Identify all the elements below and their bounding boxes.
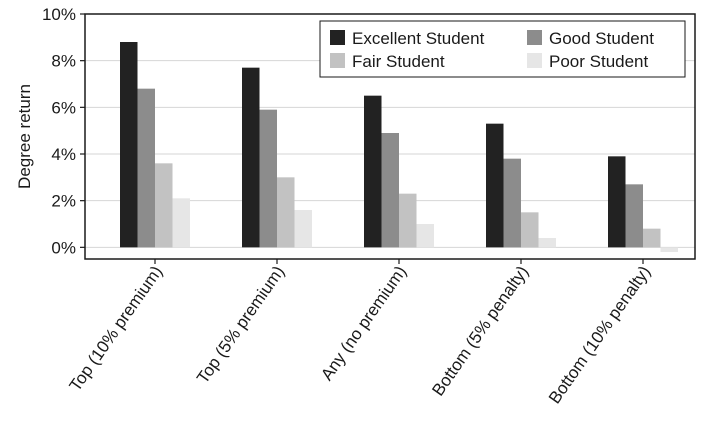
bar-fair-student: [643, 228, 661, 248]
legend-swatch-good-student: [527, 30, 542, 45]
y-tick-label: 10%: [42, 5, 76, 24]
x-category-label: Bottom (5% penalty): [428, 262, 532, 399]
y-tick-label: 2%: [51, 192, 76, 211]
legend-label-fair-student: Fair Student: [352, 52, 445, 71]
y-tick-label: 6%: [51, 98, 76, 117]
bar-poor-student: [172, 198, 190, 248]
bar-poor-student: [538, 238, 556, 248]
bar-good-student: [259, 109, 277, 248]
bar-fair-student: [277, 177, 295, 248]
bar-poor-student: [294, 210, 312, 248]
bar-good-student: [137, 88, 155, 248]
legend-swatch-fair-student: [330, 53, 345, 68]
legend-label-good-student: Good Student: [549, 29, 654, 48]
bar-fair-student: [521, 212, 539, 248]
bar-fair-student: [155, 163, 173, 248]
bar-poor-student: [660, 247, 678, 252]
y-tick-label: 4%: [51, 145, 76, 164]
y-axis-title: Degree return: [15, 84, 34, 189]
legend-swatch-poor-student: [527, 53, 542, 68]
legend-swatch-excellent-student: [330, 30, 345, 45]
bars: [120, 42, 678, 252]
bar-good-student: [381, 133, 399, 248]
bar-excellent-student: [242, 67, 260, 248]
x-category-label: Top (10% premium): [66, 262, 167, 394]
bar-excellent-student: [120, 42, 138, 248]
bar-excellent-student: [364, 95, 382, 248]
x-axis-categories: Top (10% premium) Top (5% premium) Any (no…: [66, 259, 654, 407]
y-tick-label: 8%: [51, 52, 76, 71]
bar-good-student: [503, 158, 521, 248]
x-category-label: Any (no premium): [317, 262, 410, 384]
x-category-label: Bottom (10% penalty): [545, 262, 654, 407]
legend: Excellent Student Good Student Fair Studen…: [319, 20, 686, 78]
bar-excellent-student: [486, 123, 504, 248]
plot-frame: [84, 13, 696, 260]
bar-excellent-student: [608, 156, 626, 248]
y-axis-ticks: 0% 2% 4% 6% 8% 10%: [42, 5, 85, 257]
y-tick-label: 0%: [51, 238, 76, 257]
legend-box: [319, 20, 686, 78]
x-category-label: Top (5% premium): [193, 262, 288, 387]
legend-label-excellent-student: Excellent Student: [352, 29, 485, 48]
bar-good-student: [625, 184, 643, 248]
bar-fair-student: [399, 193, 417, 248]
bar-poor-student: [416, 224, 434, 248]
legend-label-poor-student: Poor Student: [549, 52, 649, 71]
